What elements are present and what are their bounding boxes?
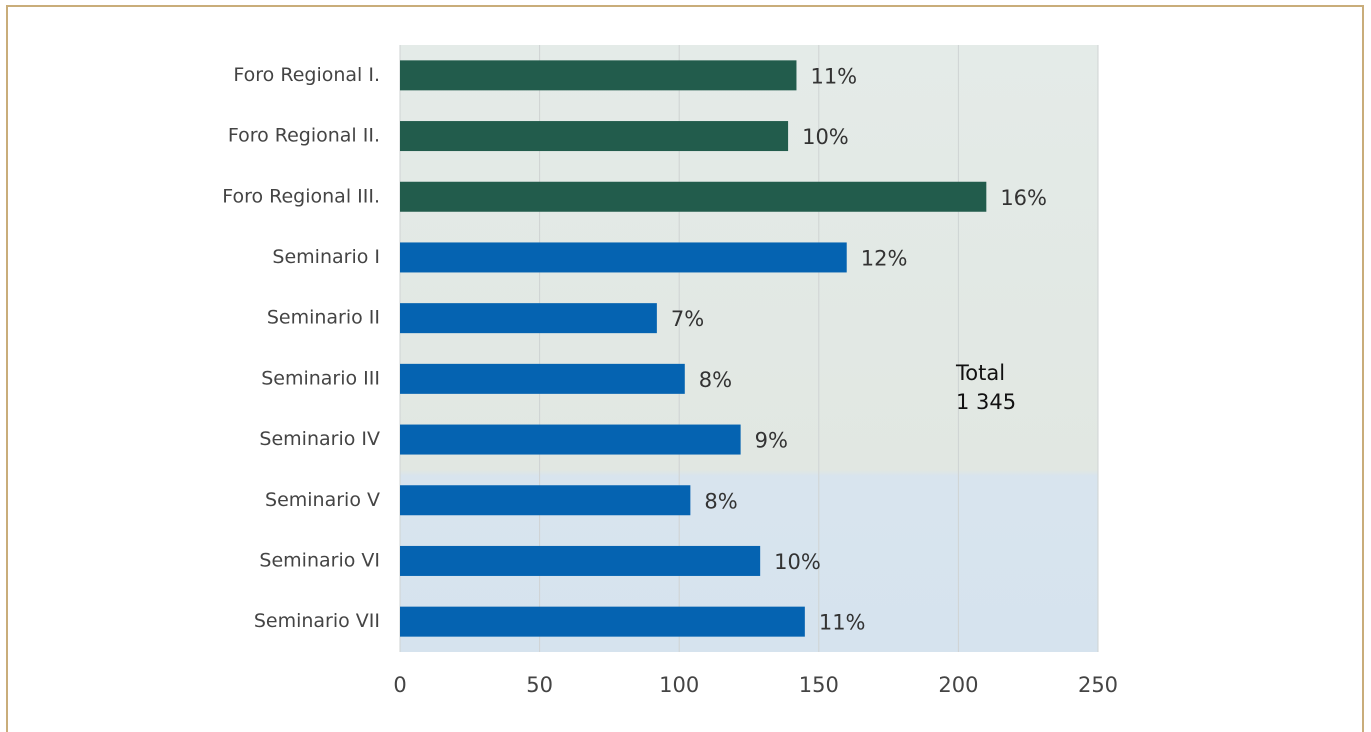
y-tick-label: Seminario II [267,307,380,329]
y-tick-label: Seminario V [265,489,380,511]
value-label: 10% [802,125,849,149]
x-tick-label: 50 [526,673,553,697]
value-label: 7% [671,307,704,331]
y-tick-label: Seminario VII [254,610,380,632]
frame-border [6,5,1364,732]
bar [400,303,657,334]
x-tick-label: 200 [938,673,978,697]
y-tick-label: Foro Regional III. [222,185,380,207]
annotation: Total [955,361,1005,385]
x-tick-label: 150 [799,673,839,697]
y-tick-label: Seminario IV [259,428,380,450]
y-tick-label: Foro Regional II. [228,125,380,147]
y-tick-label: Seminario VI [259,549,380,571]
bar [400,363,685,394]
y-tick-label: Foro Regional I. [233,64,380,86]
value-label: 9% [755,429,788,453]
x-tick-label: 250 [1078,673,1118,697]
value-label: 8% [704,489,737,513]
bar [400,545,761,576]
bar [400,424,741,455]
value-label: 11% [810,64,857,88]
bar [400,60,797,91]
y-tick-label: Seminario I [272,246,380,268]
bar [400,606,805,637]
y-tick-label: Seminario III [261,367,380,389]
bar [400,181,987,212]
value-label: 11% [819,611,866,635]
bar [400,485,691,516]
value-label: 10% [774,550,821,574]
value-label: 8% [699,368,732,392]
bar [400,242,847,273]
x-tick-label: 0 [393,673,406,697]
value-label: 16% [1000,186,1047,210]
x-tick-label: 100 [659,673,699,697]
bar [400,121,789,152]
value-label: 12% [861,246,908,270]
annotation: 1 345 [956,390,1016,414]
